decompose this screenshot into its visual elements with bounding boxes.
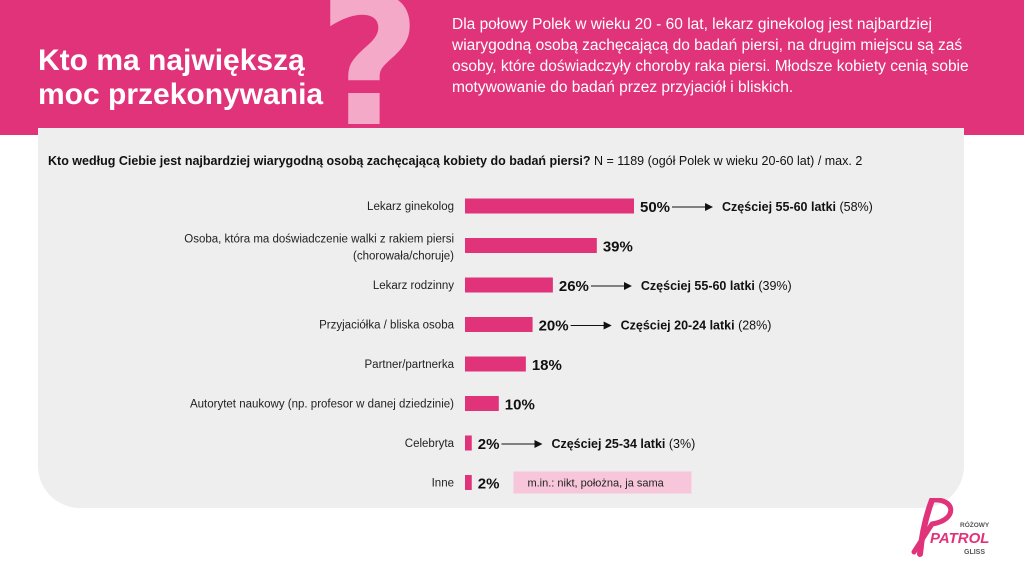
annotation-text: Częściej 25-34 latki (3%) (551, 437, 695, 451)
survey-question: Kto według Ciebie jest najbardziej wiary… (48, 154, 862, 168)
note-box-text: m.in.: nikt, położna, ja sama (527, 478, 664, 490)
category-label: Osoba, która ma doświadczenie walki z ra… (184, 234, 454, 246)
value-label: 50% (640, 199, 670, 216)
logo-bottom-text: GLISS (964, 549, 985, 556)
value-label: 10% (505, 397, 535, 414)
bar (465, 356, 526, 372)
annotation-text: Częściej 55-60 latki (39%) (641, 279, 792, 293)
category-label: Partner/partnerka (365, 359, 455, 371)
bar (465, 396, 499, 411)
value-label: 2% (478, 476, 500, 493)
value-label: 39% (603, 239, 633, 256)
value-label: 2% (478, 436, 500, 453)
category-label: Lekarz ginekolog (367, 201, 454, 213)
question-text: Kto według Ciebie jest najbardziej wiary… (48, 154, 591, 168)
patrol-logo: RÓŻOWY PATROL GLISS (911, 498, 990, 557)
category-label: (chorowała/choruje) (353, 251, 454, 263)
bar (465, 238, 597, 253)
annotation-text: Częściej 55-60 latki (58%) (722, 200, 873, 214)
category-label: Autorytet naukowy (np. profesor w danej … (190, 399, 454, 411)
page-title: Kto ma największą moc przekonywania (38, 44, 324, 111)
header-banner: ? Kto ma największą moc przekonywania Dl… (0, 0, 1024, 135)
category-label: Lekarz rodzinny (373, 280, 454, 292)
sample-note: N = 1189 (ogół Polek w wieku 20-60 lat) … (590, 154, 863, 168)
category-label: Przyjaciółka / bliska osoba (319, 320, 454, 332)
bar (465, 198, 634, 214)
bar (465, 435, 472, 451)
logo-main-text: PATROL (930, 530, 989, 547)
bar (465, 475, 472, 490)
value-label: 26% (559, 278, 589, 295)
annotation-text: Częściej 20-24 latki (28%) (621, 319, 772, 333)
note-box (513, 471, 692, 494)
logo-top-text: RÓŻOWY (960, 520, 990, 529)
bar (465, 277, 553, 293)
bar (465, 317, 533, 332)
question-mark-graphic: ? (318, 0, 422, 135)
value-label: 20% (539, 318, 569, 335)
header-description: Dla połowy Polek w wieku 20 - 60 lat, le… (452, 16, 969, 96)
category-label: Celebryta (405, 438, 455, 450)
category-label: Inne (432, 478, 454, 490)
value-label: 18% (532, 357, 562, 374)
